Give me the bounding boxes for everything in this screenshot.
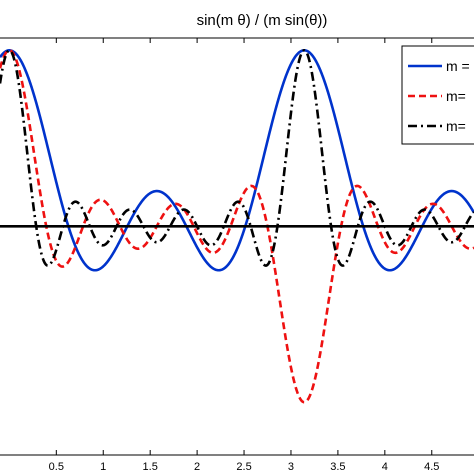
series-line-1 — [0, 49, 474, 272]
x-tick-label: 4.5 — [424, 461, 439, 473]
x-tick-label: 2 — [194, 461, 200, 473]
x-tick-label: 3 — [288, 461, 294, 473]
x-axis: 0.5 1 1.5 2 2.5 3 3.5 4 4.5 — [0, 37, 474, 473]
x-tick-label: 4 — [382, 461, 388, 473]
legend: m = m= m= — [401, 45, 474, 145]
x-tick-label: 0.5 — [49, 461, 64, 473]
legend-label-3: m= — [446, 118, 466, 134]
chart-title: sin(m θ) / (m sin(θ)) — [197, 12, 328, 29]
x-tick-label: 1.5 — [143, 461, 158, 473]
plot-area — [0, 49, 474, 404]
x-tick-label: 2.5 — [236, 461, 251, 473]
legend-label-2: m= — [446, 88, 466, 104]
x-tick-label: 1 — [100, 461, 106, 473]
series-line-3 — [0, 49, 474, 267]
legend-label-1: m = — [446, 58, 470, 74]
x-tick-label: 3.5 — [330, 461, 345, 473]
series-line-2 — [0, 49, 474, 404]
